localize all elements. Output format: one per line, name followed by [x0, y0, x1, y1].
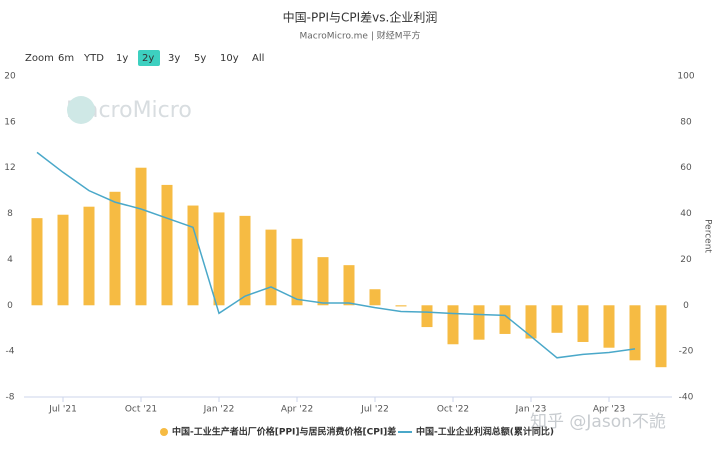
bar [473, 305, 485, 340]
y2-tick-label: 100 [677, 72, 694, 82]
bar [57, 214, 69, 306]
zoom-button[interactable]: 1y [116, 53, 128, 64]
bar [187, 205, 199, 306]
zoom-button[interactable]: 3y [168, 53, 180, 64]
x-tick-label: Jul '22 [360, 405, 389, 415]
x-tick-label: Apr '23 [593, 405, 625, 415]
x-tick-label: Oct '21 [125, 405, 157, 415]
zoom-button[interactable]: YTD [83, 53, 104, 64]
bar [577, 305, 589, 342]
y2-tick-label: 80 [680, 117, 692, 127]
x-tick-label: Jan '23 [515, 405, 547, 415]
y-tick-label: 0 [7, 301, 13, 311]
zoom-button[interactable]: 2y [142, 53, 154, 64]
bar [551, 305, 563, 333]
bar [239, 215, 251, 306]
bar [213, 212, 225, 306]
legend-label: 中国-工业生产者出厂价格[PPI]与居民消费价格[CPI]差 [172, 426, 396, 438]
x-tick-label: Jul '21 [48, 405, 77, 415]
zoom-button[interactable]: 10y [220, 53, 239, 64]
zoom-button[interactable]: All [252, 53, 264, 64]
y2-tick-label: -20 [679, 347, 694, 357]
bar [265, 229, 277, 306]
zoom-button[interactable]: 6m [58, 53, 74, 64]
y2-tick-label: 40 [680, 209, 692, 219]
zoom-button-bg [138, 50, 160, 66]
y2-axis-title: Percent [703, 219, 713, 253]
y2-tick-label: 20 [680, 255, 692, 265]
legend-label: 中国-工业企业利润总额(累计同比) [416, 426, 554, 438]
legend-marker [160, 428, 168, 436]
watermark-logo [67, 96, 95, 124]
y2-tick-label: 0 [683, 301, 689, 311]
x-tick-label: Oct '22 [437, 405, 469, 415]
bar [421, 305, 433, 328]
bar [343, 265, 355, 306]
bar [499, 305, 511, 334]
source-watermark: 知乎 @Jason不詭 [530, 412, 666, 432]
y2-tick-label: -40 [679, 393, 694, 403]
y-tick-label: 4 [7, 255, 13, 265]
y2-tick-label: 60 [680, 163, 692, 173]
bar [83, 206, 95, 306]
bar [317, 257, 329, 306]
y-tick-label: -8 [6, 393, 15, 403]
bar [135, 167, 147, 306]
y-tick-label: 8 [7, 209, 13, 219]
bar [291, 238, 303, 306]
line [36, 151, 636, 359]
x-tick-label: Apr '22 [281, 405, 313, 415]
chart-subtitle: MacroMicro.me | 财经M平方 [300, 30, 421, 42]
bar [109, 191, 121, 306]
y-tick-label: 16 [4, 117, 16, 127]
x-tick-label: Jan '22 [203, 405, 235, 415]
bar [369, 289, 381, 306]
zoom-button[interactable]: 5y [194, 53, 206, 64]
y-tick-label: -4 [6, 347, 15, 357]
bar [447, 305, 459, 345]
bar [395, 305, 407, 307]
bar [655, 305, 667, 368]
bar [603, 305, 615, 348]
zoom-label: Zoom [25, 53, 54, 64]
bar [525, 305, 537, 339]
bar [629, 305, 641, 361]
bar [161, 184, 173, 306]
bar [31, 218, 43, 306]
y-tick-label: 20 [4, 72, 16, 82]
y-tick-label: 12 [4, 163, 15, 173]
chart-title: 中国-PPI与CPI差vs.企业利润 [283, 10, 438, 25]
